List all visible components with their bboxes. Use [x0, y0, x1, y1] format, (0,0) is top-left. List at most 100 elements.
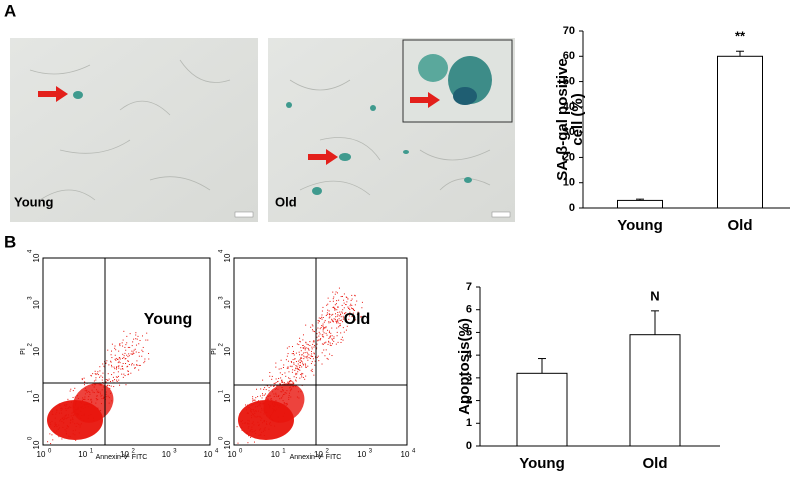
event-dot	[284, 372, 286, 374]
event-dot	[272, 402, 274, 404]
event-dot	[288, 382, 290, 384]
event-dot	[259, 415, 261, 417]
event-dot	[282, 400, 284, 402]
event-dot	[251, 426, 253, 428]
event-dot	[330, 345, 332, 347]
event-dot	[57, 428, 59, 430]
event-dot	[360, 315, 362, 317]
event-dot	[288, 398, 290, 400]
event-dot	[116, 367, 118, 369]
event-dot	[339, 325, 341, 327]
scale-bar	[491, 211, 511, 218]
event-dot	[320, 317, 322, 319]
event-dot	[66, 427, 68, 429]
event-dot	[96, 395, 98, 397]
event-dot	[331, 319, 333, 321]
event-dot	[273, 382, 275, 384]
y-tick-base: 10	[223, 253, 232, 262]
event-dot	[261, 397, 263, 399]
event-dot	[290, 380, 292, 382]
event-dot	[328, 341, 330, 343]
event-dot	[120, 368, 122, 370]
event-dot	[88, 391, 90, 393]
event-dot	[310, 355, 312, 357]
event-dot	[118, 360, 120, 362]
event-dot	[304, 363, 306, 365]
event-dot	[275, 410, 277, 412]
event-dot	[311, 370, 313, 372]
event-dot	[269, 422, 271, 424]
event-dot	[322, 343, 324, 345]
event-dot	[247, 427, 249, 429]
event-dot	[247, 442, 249, 444]
event-dot	[92, 391, 94, 393]
event-dot	[288, 371, 290, 373]
event-dot	[290, 389, 292, 391]
event-dot	[268, 387, 270, 389]
event-dot	[76, 395, 78, 397]
event-dot	[266, 415, 268, 417]
event-dot	[135, 351, 137, 353]
event-dot	[260, 388, 262, 390]
y-tick-label: 5	[466, 326, 472, 338]
event-dot	[278, 394, 280, 396]
event-dot	[126, 335, 128, 337]
event-dot	[252, 421, 254, 423]
event-dot	[99, 366, 101, 368]
event-dot	[118, 350, 120, 352]
event-dot	[326, 313, 328, 315]
event-dot	[143, 362, 145, 364]
event-dot	[313, 341, 315, 343]
event-dot	[253, 411, 255, 413]
event-dot	[114, 354, 116, 356]
plot-frame	[233, 257, 408, 446]
x-tick-base: 10	[401, 450, 410, 459]
event-dot	[239, 413, 241, 415]
event-dot	[81, 378, 83, 380]
event-dot	[274, 383, 276, 385]
event-dot	[331, 338, 333, 340]
event-dot	[50, 424, 52, 426]
event-dot	[262, 400, 264, 402]
event-dot	[255, 411, 257, 413]
event-dot	[273, 405, 275, 407]
event-dot	[340, 314, 342, 316]
event-dot	[341, 336, 343, 338]
event-dot	[289, 365, 291, 367]
event-dot	[328, 337, 330, 339]
event-dot	[119, 357, 121, 359]
event-dot	[298, 397, 300, 399]
event-dot	[267, 404, 269, 406]
event-dot	[296, 373, 298, 375]
event-dot	[103, 397, 105, 399]
event-dot	[110, 361, 112, 363]
event-dot	[293, 382, 295, 384]
event-dot	[96, 391, 98, 393]
event-dot	[275, 392, 277, 394]
event-dot	[298, 365, 300, 367]
event-dot	[118, 379, 120, 381]
event-dot	[355, 319, 357, 321]
event-dot	[283, 382, 285, 384]
event-dot	[87, 406, 89, 408]
event-dot	[286, 355, 288, 357]
event-dot	[96, 395, 98, 397]
y-tick-exponent: 1	[28, 389, 34, 393]
panel-label: A	[4, 1, 16, 20]
event-dot	[70, 388, 72, 390]
event-dot	[148, 358, 150, 360]
event-dot	[328, 317, 330, 319]
event-dot	[60, 407, 62, 409]
event-dot	[134, 367, 136, 369]
event-dot	[349, 311, 351, 313]
event-dot	[56, 409, 58, 411]
event-dot	[302, 363, 304, 365]
event-dot	[61, 408, 63, 410]
event-dot	[75, 412, 77, 414]
event-dot	[254, 399, 256, 401]
event-dot	[240, 420, 242, 422]
event-dot	[282, 415, 284, 417]
event-dot	[102, 398, 104, 400]
event-dot	[58, 403, 60, 405]
event-dot	[299, 377, 301, 379]
